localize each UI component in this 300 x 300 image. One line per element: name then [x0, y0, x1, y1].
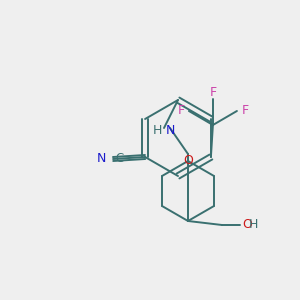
Text: O: O [183, 154, 193, 167]
Text: F: F [241, 104, 248, 118]
Text: N: N [165, 124, 175, 136]
Text: O: O [242, 218, 252, 232]
Text: F: F [209, 85, 217, 98]
Text: N: N [96, 152, 106, 164]
Text: F: F [177, 104, 184, 118]
Text: H: H [248, 218, 258, 232]
Text: H: H [152, 124, 162, 136]
Text: C: C [115, 152, 123, 166]
